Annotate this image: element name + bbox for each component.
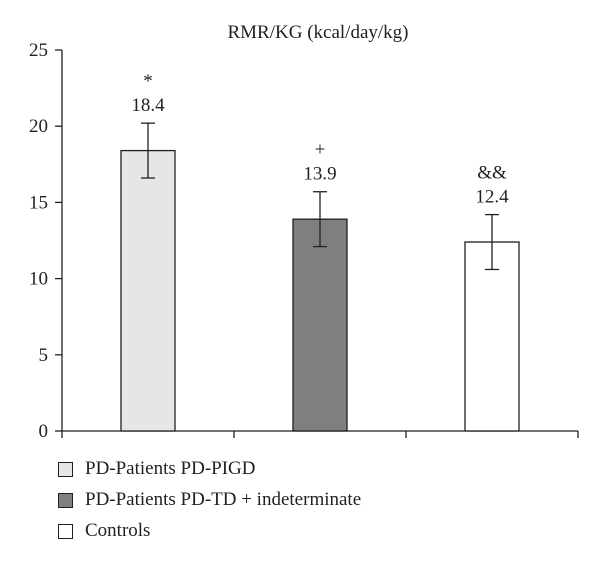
legend-swatch-pigd [58, 461, 73, 477]
y-tick-label-10: 10 [29, 269, 48, 290]
data-label-2: 13.9 [303, 164, 336, 185]
legend-swatch-controls [58, 523, 73, 539]
significance-marker-2: + [315, 140, 326, 161]
bar-3 [464, 241, 520, 432]
y-tick-label-0: 0 [39, 421, 49, 442]
legend-item-controls: Controls [58, 518, 361, 544]
chart-title: RMR/KG (kcal/day/kg) [227, 22, 408, 43]
y-tick-label-25: 25 [29, 40, 48, 61]
legend-label-pigd: PD-Patients PD-PIGD [85, 458, 256, 479]
legend-swatch-td [58, 492, 73, 508]
bar-1 [120, 149, 176, 432]
significance-marker-1: * [143, 71, 153, 92]
legend-label-controls: Controls [85, 520, 151, 541]
legend-label-td: PD-Patients PD-TD + indeterminate [85, 489, 362, 510]
legend-item-td: PD-Patients PD-TD + indeterminate [58, 487, 361, 513]
y-tick-label-20: 20 [29, 116, 48, 137]
legend-item-pigd: PD-Patients PD-PIGD [58, 456, 361, 482]
bar-2 [292, 218, 348, 432]
legend: PD-Patients PD-PIGD PD-Patients PD-TD + … [58, 456, 361, 549]
data-label-3: 12.4 [475, 187, 509, 208]
y-tick-label-5: 5 [39, 345, 49, 366]
y-tick-label-15: 15 [29, 192, 48, 213]
significance-marker-3: && [477, 163, 507, 184]
data-label-1: 18.4 [131, 95, 165, 116]
